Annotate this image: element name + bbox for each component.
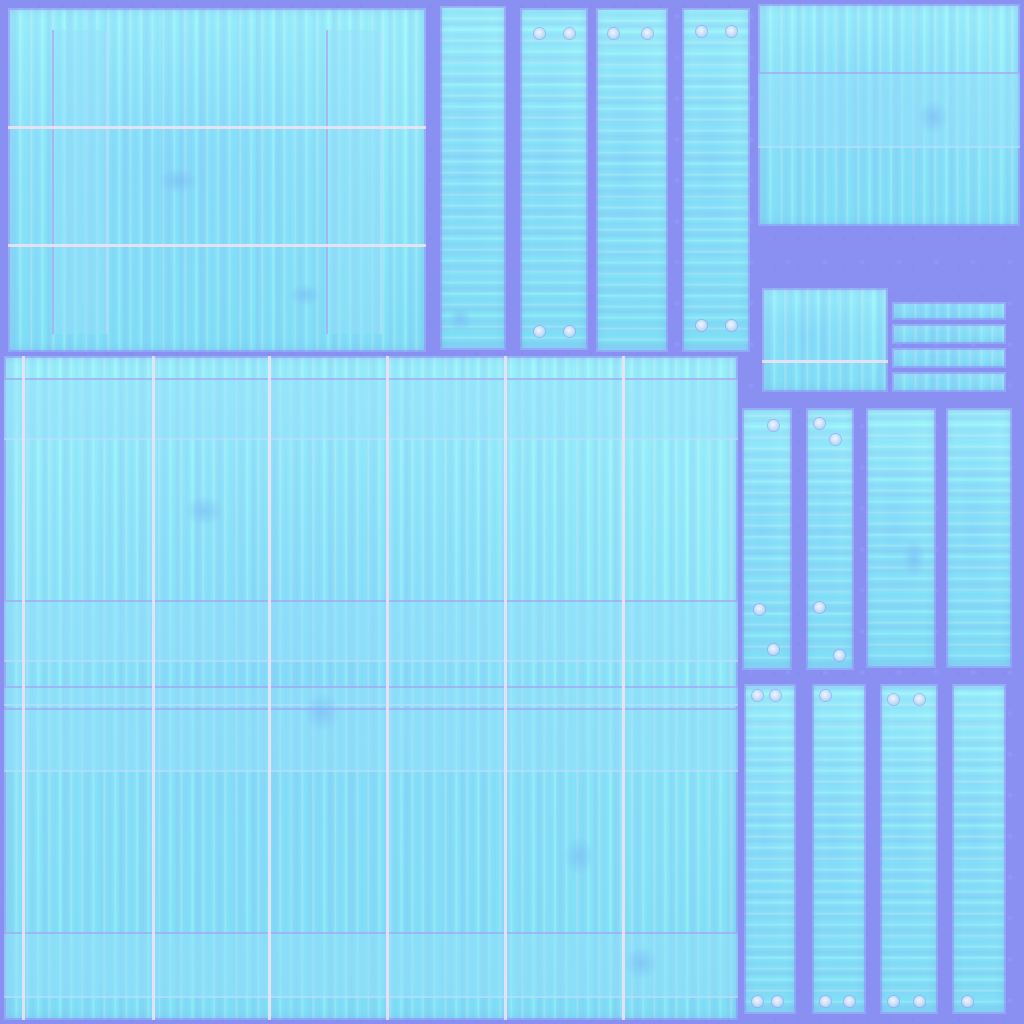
nail-head <box>888 996 899 1007</box>
nail-head <box>768 644 779 655</box>
plank-vertical <box>880 684 938 1014</box>
plank-vertical <box>744 684 796 1014</box>
nail-head <box>564 326 575 337</box>
nail-head <box>768 420 779 431</box>
nail-head <box>888 694 899 705</box>
nail-head <box>754 604 765 615</box>
nail-head <box>564 28 575 39</box>
plank-vertical <box>952 684 1006 1014</box>
plank-band <box>4 708 738 772</box>
plank-seam <box>8 244 426 247</box>
nail-head <box>830 434 841 445</box>
wood-knot <box>624 946 658 980</box>
plank-band <box>4 932 738 998</box>
nail-head <box>534 28 545 39</box>
plank-vertical <box>866 408 936 668</box>
nail-head <box>642 28 653 39</box>
nail-head <box>814 602 825 613</box>
nail-head <box>914 996 925 1007</box>
plank-seam-vertical <box>622 356 625 1020</box>
nail-head <box>820 996 831 1007</box>
plank-seam <box>8 126 426 129</box>
nail-head <box>752 690 763 701</box>
wood-strip <box>892 324 1006 344</box>
nail-head <box>814 418 825 429</box>
nail-head <box>726 26 737 37</box>
nail-head <box>834 650 845 661</box>
nail-head <box>844 996 855 1007</box>
plank-vertical <box>440 6 506 350</box>
nail-head <box>696 26 707 37</box>
plank-seam-vertical <box>22 356 25 1020</box>
plank-vertical <box>742 408 792 670</box>
wood-knot <box>902 538 926 578</box>
wood-block-small <box>762 288 888 392</box>
plank-seam <box>762 360 888 363</box>
plank-seam-vertical <box>386 356 389 1020</box>
nail-head <box>962 996 973 1007</box>
plank-seam-vertical <box>504 356 507 1020</box>
plank-vertical <box>946 408 1012 668</box>
nail-head <box>914 694 925 705</box>
nail-head <box>608 28 619 39</box>
plank-band <box>4 378 738 440</box>
plank-band <box>4 600 738 662</box>
plank-band <box>4 686 738 706</box>
nail-head <box>772 996 783 1007</box>
plank-vertical <box>812 684 866 1014</box>
nail-head <box>770 690 781 701</box>
wood-panel-large <box>4 356 738 1020</box>
nail-head <box>752 996 763 1007</box>
wood-knot <box>304 692 340 732</box>
wood-strip <box>892 302 1006 320</box>
plank-vertical <box>520 8 588 350</box>
plank-vertical <box>682 8 750 352</box>
nail-head <box>726 320 737 331</box>
nail-head <box>696 320 707 331</box>
wood-panel-top-right <box>758 4 1020 226</box>
cleat-left <box>52 30 108 334</box>
wood-strip <box>892 348 1006 368</box>
wood-knot <box>448 306 472 332</box>
plank-band <box>758 72 1020 148</box>
wood-knot <box>184 496 224 526</box>
nail-head <box>820 690 831 701</box>
cleat-right <box>326 30 382 334</box>
wood-knot <box>288 284 322 306</box>
wood-knot <box>564 836 594 876</box>
wood-panel-top-left <box>8 8 426 352</box>
nail-head <box>534 326 545 337</box>
wood-knot <box>918 100 948 134</box>
wood-strip <box>892 372 1006 392</box>
wood-knot <box>158 168 198 194</box>
plank-vertical <box>596 8 668 352</box>
plank-vertical <box>806 408 854 670</box>
plank-seam-vertical <box>152 356 155 1020</box>
plank-seam-vertical <box>268 356 271 1020</box>
